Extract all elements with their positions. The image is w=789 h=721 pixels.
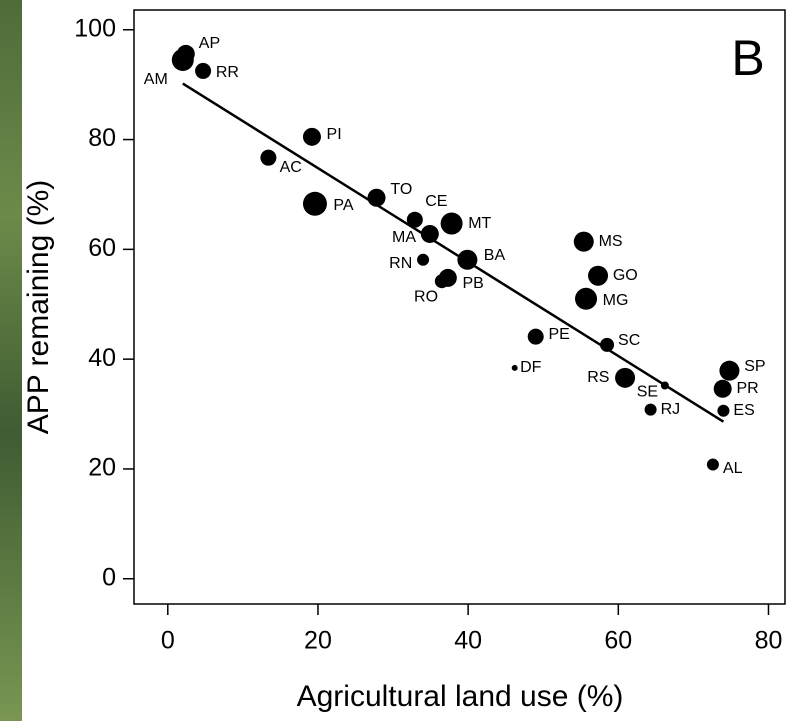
point-label: AL: [723, 460, 743, 477]
point-label: MT: [468, 215, 491, 232]
x-axis-label: Agricultural land use (%): [297, 680, 624, 713]
x-tick-label: 40: [454, 627, 482, 655]
point-label: DF: [520, 359, 542, 376]
point-label: ES: [733, 402, 754, 419]
y-tick-label: 0: [102, 563, 116, 591]
y-tick-label: 100: [74, 14, 116, 42]
x-tick-label: 0: [161, 627, 175, 655]
point: [717, 404, 730, 417]
point-label: PB: [462, 275, 483, 292]
background-image-strip: [0, 0, 22, 721]
point: [644, 403, 657, 416]
point: [615, 367, 636, 388]
point: [719, 360, 740, 381]
y-tick-label: 20: [88, 454, 116, 482]
point-label: PR: [736, 380, 758, 397]
point: [440, 212, 463, 235]
point: [573, 231, 594, 252]
point-label: AM: [144, 71, 168, 88]
point-label: MA: [392, 229, 416, 246]
point-label: AC: [280, 159, 302, 176]
point: [302, 127, 321, 146]
point-label: BA: [484, 247, 506, 264]
y-tick-label: 60: [88, 234, 116, 262]
point-label: GO: [613, 267, 638, 284]
point-label: SE: [637, 384, 658, 401]
y-tick-label: 80: [88, 124, 116, 152]
plot-frame: [133, 9, 786, 605]
point-label: RS: [587, 369, 609, 386]
point: [420, 224, 439, 243]
point-label: CE: [425, 193, 447, 210]
point-label: PI: [327, 126, 342, 143]
point: [406, 211, 423, 228]
point-label: RJ: [661, 401, 681, 418]
point: [713, 379, 732, 398]
trend-line: [182, 82, 725, 423]
point: [434, 274, 449, 289]
point: [588, 265, 609, 286]
x-tick-label: 80: [755, 627, 783, 655]
point: [302, 191, 327, 216]
point: [511, 364, 518, 371]
point: [171, 48, 194, 71]
point: [706, 458, 719, 471]
point: [575, 287, 598, 310]
point: [260, 149, 277, 166]
point-label: MS: [599, 233, 623, 250]
point-label: AP: [199, 35, 220, 52]
y-tick-label: 40: [88, 344, 116, 372]
point: [660, 381, 669, 390]
point-label: RN: [389, 255, 412, 272]
y-axis-label: APP remaining (%): [22, 180, 55, 435]
point-label: MG: [603, 292, 629, 309]
point: [417, 253, 430, 266]
point-label: RO: [414, 288, 438, 305]
point: [527, 328, 544, 345]
point-label: SP: [744, 358, 765, 375]
point: [457, 249, 478, 270]
point-label: TO: [390, 181, 412, 198]
point: [600, 337, 615, 352]
panel-label: B: [731, 30, 764, 86]
point-label: SC: [618, 332, 640, 349]
x-tick-label: 60: [604, 627, 632, 655]
x-tick-label: 20: [304, 627, 332, 655]
point: [195, 62, 212, 79]
point: [367, 188, 386, 207]
point-label: PE: [549, 326, 570, 343]
point-label: RR: [216, 64, 239, 81]
point-label: PA: [333, 197, 353, 214]
